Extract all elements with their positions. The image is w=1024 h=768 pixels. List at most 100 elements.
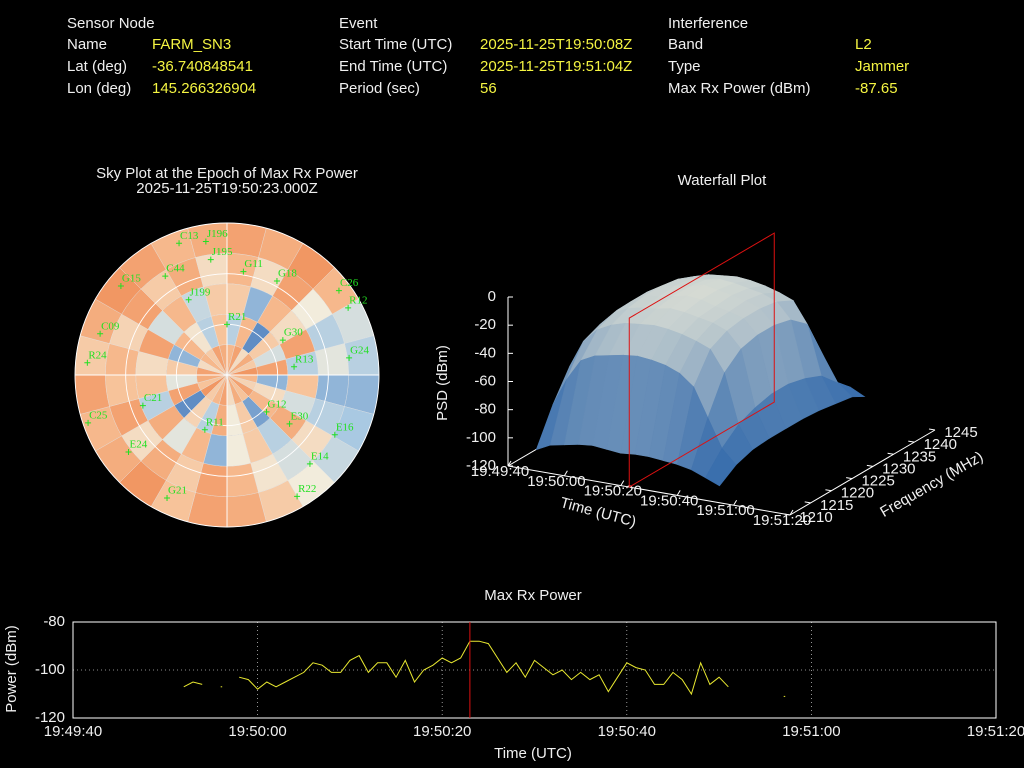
satellite-marker: [185, 296, 192, 303]
field-value: 145.266326904: [152, 80, 256, 97]
satellite-label: C26: [340, 277, 359, 289]
z-tick-label: 0: [488, 288, 496, 305]
z-tick-label: -120: [466, 457, 496, 474]
field-value: 56: [480, 80, 497, 97]
satellite-label: E24: [130, 438, 148, 450]
satellite-label: R21: [228, 311, 246, 323]
y-tick-label: 1245: [944, 424, 977, 441]
satellite-label: G21: [168, 484, 187, 496]
satellite-label: G18: [278, 268, 297, 280]
y-tick: [804, 501, 811, 504]
satellite-label: G30: [284, 327, 303, 339]
satellite-label: J199: [190, 286, 211, 298]
x-tick: [620, 480, 625, 486]
y-tick-label: 1235: [903, 448, 936, 465]
satellite-label: R13: [295, 353, 314, 365]
field-value: -87.65: [855, 80, 898, 97]
y-tick-label: 1220: [841, 485, 874, 502]
y-tick-label: 1230: [882, 460, 915, 477]
x-tick: [676, 490, 681, 496]
satellite-label: J195: [212, 246, 233, 258]
y-tick: [908, 440, 915, 443]
satellite-label: C21: [144, 392, 162, 404]
satellite-label: R11: [206, 416, 224, 428]
satellite-label: G24: [350, 344, 369, 356]
x-tick-label: 19:50:00: [228, 723, 286, 740]
y-tick-label: 1215: [820, 497, 853, 514]
chart-subtitle: 2025-11-25T19:50:23.000Z: [136, 180, 318, 197]
y-tick: [928, 428, 936, 431]
satellite-marker: [176, 240, 183, 247]
satellite-label: E14: [311, 450, 329, 462]
y-tick: [825, 489, 832, 492]
satellite-marker: [117, 282, 124, 289]
field-value: L2: [855, 36, 872, 53]
y-tick-label: -100: [35, 661, 65, 678]
satellite-label: G12: [268, 398, 287, 410]
y-tick: [783, 513, 791, 516]
satellite-marker: [306, 460, 313, 467]
chart-title: Sky Plot at the Epoch of Max Rx Power: [96, 165, 358, 182]
y-tick-label: 1225: [861, 473, 894, 490]
satellite-marker: [331, 431, 338, 438]
field-value: 2025-11-25T19:50:08Z: [480, 36, 632, 53]
z-tick-label: -60: [474, 372, 496, 389]
satellite-label: C44: [166, 263, 185, 275]
time-axis: [507, 465, 791, 516]
field-label: Start Time (UTC): [339, 36, 452, 53]
satellite-marker: [162, 273, 169, 280]
z-tick-label: -80: [474, 401, 496, 418]
x-tick: [507, 460, 512, 467]
section-title: Interference: [668, 15, 748, 32]
x-tick-label: 19:51:20: [753, 512, 811, 529]
plot-frame: [72, 621, 997, 719]
y-axis-title: Power (dBm): [3, 625, 20, 713]
field-label: Period (sec): [339, 80, 420, 97]
y-tick-label: 1240: [924, 436, 957, 453]
satellite-label: G11: [244, 258, 263, 270]
satellite-label: E16: [336, 421, 354, 433]
field-value: -36.740848541: [152, 58, 253, 75]
satellite-marker: [286, 420, 293, 427]
satellite-marker: [207, 256, 214, 263]
satellite-label: C09: [101, 320, 120, 332]
satellite-marker: [345, 304, 352, 311]
satellite-marker: [125, 448, 132, 455]
satellite-marker: [139, 402, 146, 409]
frequency-axis: [789, 429, 936, 516]
x-tick-label: 19:49:40: [471, 463, 529, 480]
satellite-label: C13: [180, 230, 199, 242]
satellite-marker: [273, 278, 280, 285]
z-tick-label: -40: [474, 344, 496, 361]
satellite-marker: [85, 419, 92, 426]
power-line: [239, 640, 729, 696]
field-label: Band: [668, 36, 703, 53]
y-tick-label: 1210: [799, 509, 832, 526]
x-tick-label: 19:50:40: [598, 723, 656, 740]
satellite-marker: [279, 337, 286, 344]
chart-title: Max Rx Power: [484, 587, 582, 604]
field-label: Lat (deg): [67, 58, 127, 75]
satellite-label: R12: [349, 294, 367, 306]
epoch-plane: [628, 232, 775, 488]
section-title: Event: [339, 15, 378, 32]
field-label: Type: [668, 58, 701, 75]
y-tick: [887, 452, 894, 455]
field-value: Jammer: [855, 58, 909, 75]
x-axis-title: Time (UTC): [494, 745, 572, 762]
field-value: FARM_SN3: [152, 36, 231, 53]
satellite-marker: [240, 268, 247, 275]
satellite-marker: [263, 408, 270, 415]
x-tick-label: 19:49:40: [44, 723, 102, 740]
z-axis-title: PSD (dBm): [434, 345, 451, 421]
satellite-label: C25: [89, 409, 108, 421]
field-label: Max Rx Power (dBm): [668, 80, 811, 97]
power-line: [183, 681, 203, 688]
x-tick: [733, 499, 738, 506]
chart-title: Waterfall Plot: [678, 172, 767, 189]
z-tick-label: -20: [474, 316, 496, 333]
y-tick: [846, 477, 853, 480]
x-tick-label: 19:50:20: [413, 723, 471, 740]
satellite-marker: [335, 287, 342, 294]
